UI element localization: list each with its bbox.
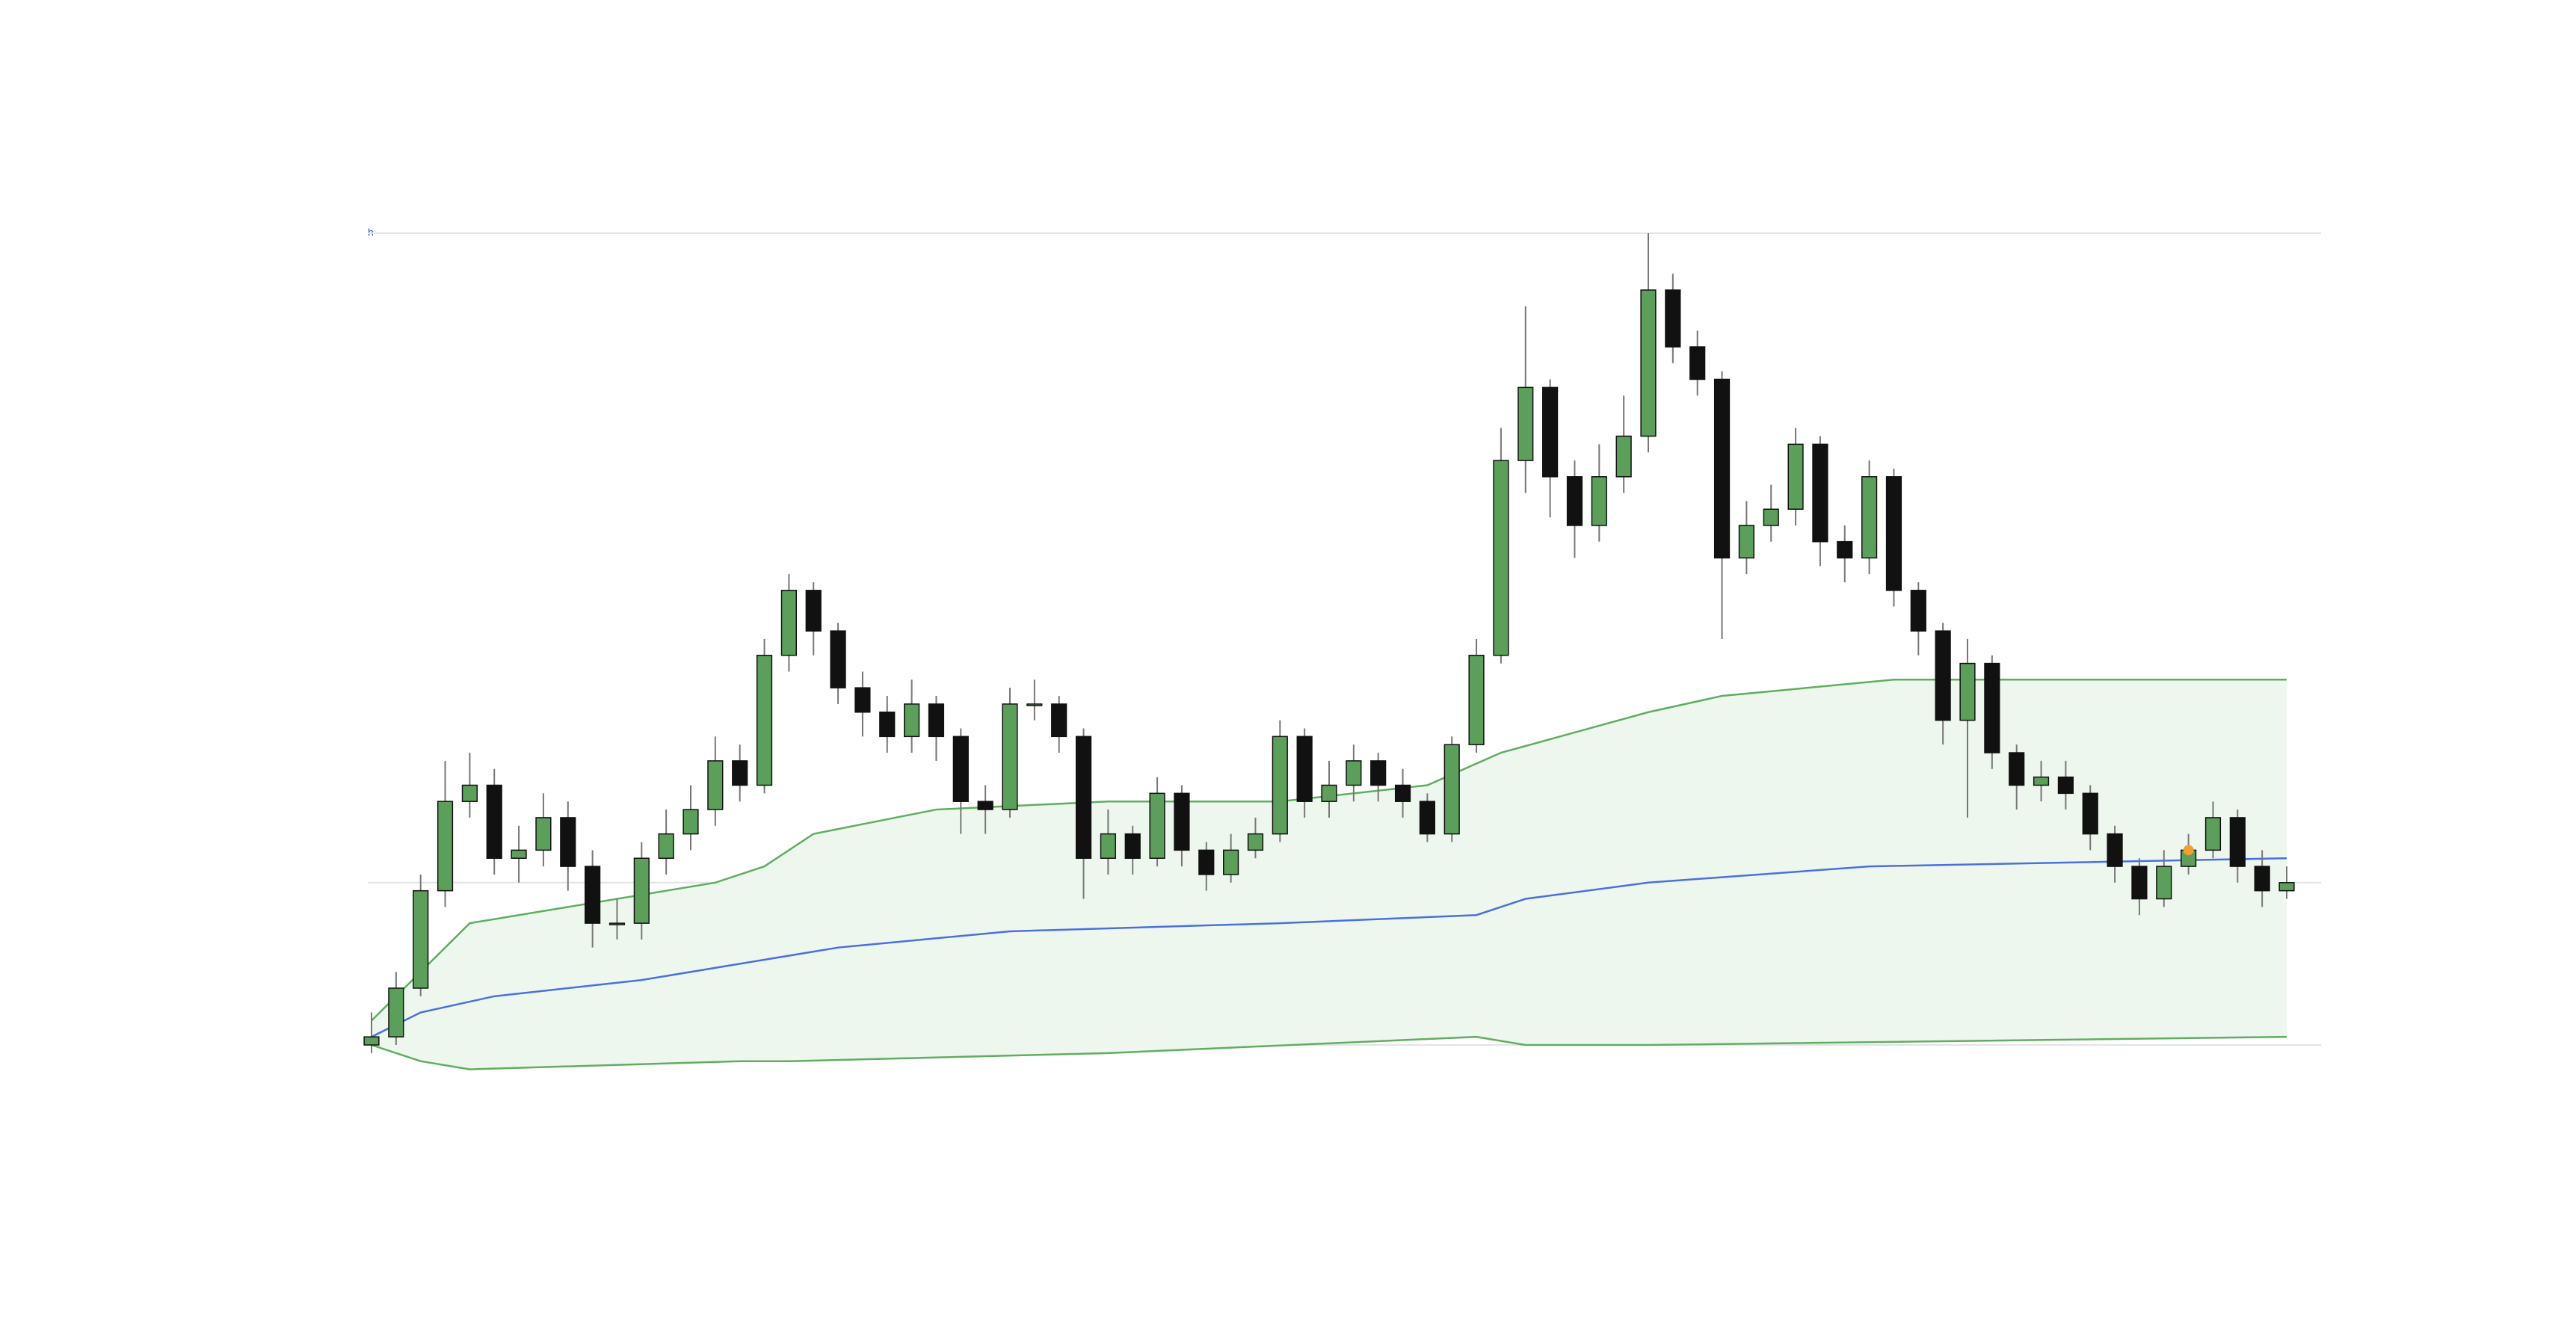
candle-body [1247,833,1264,851]
candle-body [388,987,404,1037]
candle-body [1149,792,1165,859]
candle-body [1443,744,1460,835]
candle-body [2278,882,2295,892]
band-fill [372,679,2287,1070]
candle-body [1419,801,1435,835]
candle-body [1787,443,1804,510]
candle-body [952,736,969,802]
candle-body [633,857,650,924]
candle-body [2229,817,2246,867]
candle-body [1051,703,1067,738]
candle-body [1075,736,1092,859]
candle-body [2082,792,2098,835]
candle-body [1812,443,1828,543]
candle-body [854,687,871,713]
candle-body [1689,346,1706,380]
band-line [371,679,2287,1022]
candle-body [1321,784,1337,802]
candle-body [511,849,527,859]
candle-body [1468,654,1485,745]
candle-body [437,801,454,892]
y-marker-label: h [368,226,374,238]
candle-body [805,590,822,632]
candle-body [413,889,429,989]
candle-body [486,784,502,859]
candle-body [977,801,993,810]
candle-body [904,703,920,738]
candle-body [2254,866,2270,892]
candle-body [1223,849,1239,875]
candle-body [1591,476,1607,526]
candle-body [2131,866,2148,900]
candle-body [1026,703,1043,706]
candle-body [658,833,674,859]
candle-body [1124,833,1141,859]
candle-body [1174,792,1190,851]
candle-body [535,817,552,851]
candle-body [1346,760,1362,786]
candle-body [1517,386,1534,461]
candle-body [2156,866,2172,900]
band-line [371,1035,2287,1070]
candle-body [928,703,945,738]
candle-body [1885,476,1902,591]
candle-body [879,711,896,738]
candle-body [1640,289,1657,437]
candle-body [780,590,797,656]
candle-body [1615,435,1632,478]
candle-body [1910,590,1926,632]
candle-body [1002,703,1018,810]
candle-body [1861,476,1878,559]
candle-body [1394,784,1411,802]
candle-body [560,817,576,867]
candle-body [756,654,773,786]
candle-body [608,922,626,925]
candle-body [2033,776,2050,786]
candle-body [1100,833,1116,859]
candle-body [1493,460,1509,656]
candle-body [1198,849,1215,875]
candle-body [1837,540,1853,559]
candle-body [2057,776,2074,795]
band-line [371,857,2287,1038]
candle-body [682,809,699,835]
candle-body [2107,833,2123,867]
candle-body [1296,736,1313,802]
candle-body [830,630,846,688]
candle-body [1984,662,2000,753]
candle-body [707,760,724,810]
candle-body [1665,289,1681,348]
candle-body [732,760,748,786]
candle-body [2204,817,2222,851]
candle-body [1272,736,1288,835]
candle-body [1542,386,1559,478]
candle-body [363,1036,380,1046]
marker [2183,845,2194,856]
candle-body [1566,476,1583,526]
candle-body [585,866,601,924]
candle-body [461,784,478,802]
candle-body [1959,662,1976,721]
candle-body [1738,525,1754,559]
candle-body [2009,752,2025,786]
candle-body [1935,630,1951,721]
candle-body [1370,760,1387,786]
candle-body [1763,508,1779,526]
candle-body [1713,378,1731,559]
